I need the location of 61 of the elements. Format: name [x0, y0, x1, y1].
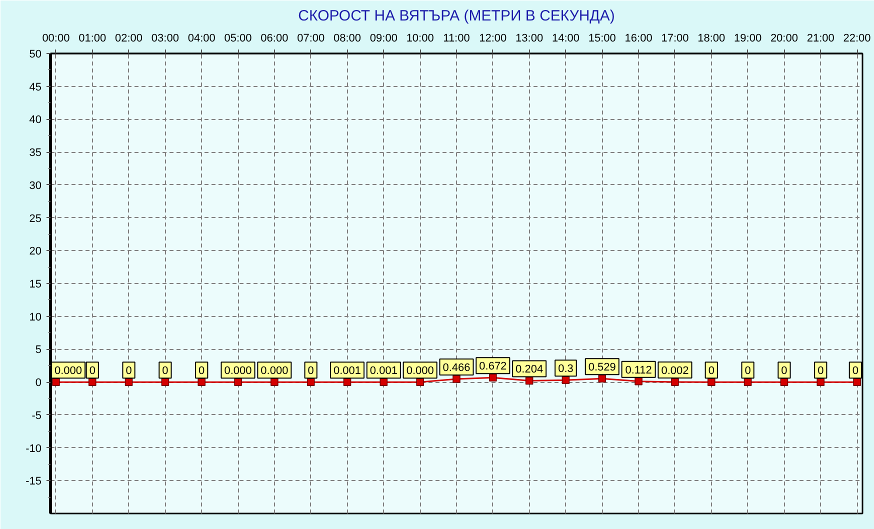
- y-tick-label: 40: [29, 114, 42, 126]
- x-tick-label: 22:00: [843, 32, 871, 44]
- x-tick-label: 18:00: [698, 32, 726, 44]
- data-label: 0: [781, 365, 788, 378]
- x-tick-label: 04:00: [188, 32, 216, 44]
- x-tick-label: 05:00: [224, 32, 252, 44]
- x-tick-label: 07:00: [297, 32, 325, 44]
- data-label: 0.204: [516, 364, 544, 376]
- y-tick-label: -5: [32, 410, 42, 422]
- y-tick-label: 45: [29, 81, 42, 94]
- data-label: 0: [852, 365, 859, 378]
- data-label: 0: [126, 365, 132, 378]
- data-label: 0.000: [54, 365, 82, 378]
- data-label: 0.000: [260, 365, 288, 378]
- data-label: 0: [198, 365, 205, 378]
- y-tick-label: 20: [29, 246, 42, 258]
- data-label: 0: [708, 365, 714, 378]
- data-label: 0.001: [334, 365, 362, 378]
- y-tick-label: 10: [29, 311, 42, 324]
- y-tick-label: 15: [29, 278, 42, 290]
- y-tick-label: 25: [29, 212, 42, 225]
- x-tick-label: 21:00: [806, 32, 834, 44]
- chart-title: СКОРОСТ НА ВЯТЪРА (МЕТРИ В СЕКУНДА): [298, 8, 615, 24]
- data-label: 0.112: [625, 364, 652, 376]
- x-tick-label: 20:00: [770, 32, 798, 44]
- x-tick-label: 13:00: [516, 32, 544, 44]
- y-tick-label: -15: [26, 476, 42, 488]
- data-label: 0.001: [370, 365, 398, 378]
- y-tick-label: 50: [29, 48, 42, 60]
- x-tick-label: 14:00: [552, 32, 580, 44]
- y-tick-label: -10: [26, 442, 42, 455]
- x-tick-label: 03:00: [151, 32, 179, 44]
- x-tick-label: 11:00: [443, 32, 470, 44]
- data-label: 0: [308, 365, 314, 378]
- y-tick-label: 35: [29, 147, 42, 160]
- y-tick-label: 5: [35, 344, 42, 356]
- x-tick-label: 08:00: [334, 32, 362, 44]
- data-label: 0.000: [224, 365, 252, 378]
- x-tick-label: 09:00: [370, 32, 398, 44]
- x-tick-label: 17:00: [661, 32, 689, 44]
- x-tick-label: 15:00: [588, 32, 616, 44]
- data-label: 0.3: [558, 363, 574, 376]
- data-label: 0.466: [442, 362, 470, 374]
- x-tick-label: 01:00: [78, 32, 106, 44]
- x-tick-label: 16:00: [624, 32, 652, 44]
- x-tick-label: 06:00: [260, 32, 288, 44]
- y-tick-label: 30: [29, 180, 42, 192]
- data-label: 0: [89, 365, 96, 378]
- x-tick-label: 10:00: [406, 32, 434, 44]
- x-tick-label: 02:00: [115, 32, 143, 44]
- x-tick-label: 12:00: [479, 32, 507, 44]
- data-label: 0: [818, 365, 824, 378]
- x-tick-label: 00:00: [42, 32, 70, 44]
- x-tick-label: 19:00: [734, 32, 762, 44]
- y-tick-label: 0: [35, 377, 42, 390]
- data-label: 0: [744, 365, 751, 378]
- data-label: 0.000: [406, 365, 434, 378]
- data-label: 0.672: [479, 360, 507, 373]
- data-label: 0: [162, 365, 168, 378]
- data-label: 0.529: [588, 362, 616, 374]
- data-label: 0.002: [661, 365, 689, 378]
